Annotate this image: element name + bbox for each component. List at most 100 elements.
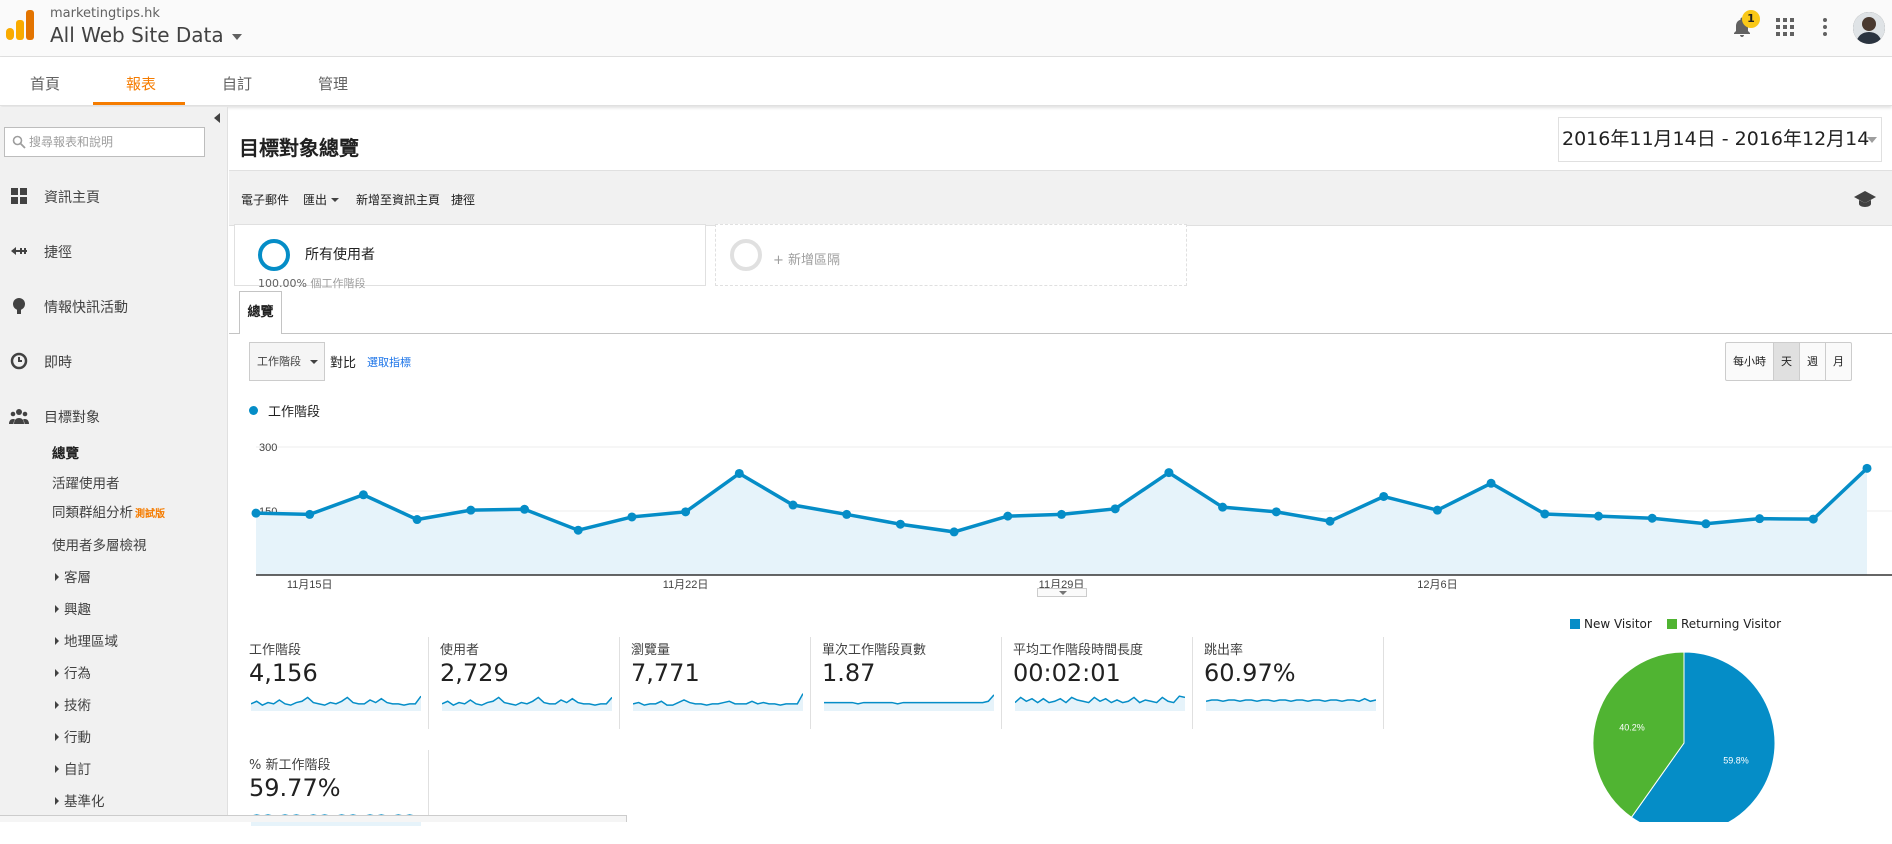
data-point[interactable] xyxy=(1379,491,1389,501)
sidebar-group-interests[interactable]: 興趣 xyxy=(55,598,91,618)
email-button[interactable]: 電子郵件 xyxy=(241,193,290,207)
account-domain: marketingtips.hk xyxy=(50,6,160,21)
data-point[interactable] xyxy=(627,512,637,522)
sidebar-item-dashboards[interactable]: 資訊主頁 xyxy=(0,184,228,208)
search-input[interactable]: 搜尋報表和說明 xyxy=(4,127,205,157)
data-point[interactable] xyxy=(1862,463,1872,473)
tab-customization[interactable]: 自訂 xyxy=(221,75,252,93)
google-analytics-logo[interactable] xyxy=(6,10,34,40)
data-point[interactable] xyxy=(466,505,476,515)
caret-down-icon xyxy=(1867,137,1877,143)
data-point[interactable] xyxy=(1486,478,1496,488)
sidebar-item-label: 資訊主頁 xyxy=(44,190,100,206)
data-point[interactable] xyxy=(520,504,529,514)
granularity-week[interactable]: 週 xyxy=(1800,343,1826,380)
data-point[interactable] xyxy=(1701,519,1711,529)
data-point[interactable] xyxy=(1325,516,1335,526)
tab-overview[interactable]: 總覽 xyxy=(239,291,282,334)
data-point[interactable] xyxy=(358,490,368,500)
pie-slice[interactable] xyxy=(1630,651,1776,822)
data-point[interactable] xyxy=(1271,507,1281,517)
stat-bounce-rate[interactable]: 跳出率 60.97% xyxy=(1204,639,1394,729)
sidebar-sub-overview[interactable]: 總覽 xyxy=(52,446,79,462)
data-point[interactable] xyxy=(1808,514,1818,524)
chart-resize-handle[interactable] xyxy=(1037,588,1087,597)
stat-users[interactable]: 使用者 2,729 xyxy=(440,639,630,729)
data-point[interactable] xyxy=(573,525,583,535)
data-point[interactable] xyxy=(412,515,422,525)
sidebar-item-label: 捷徑 xyxy=(44,245,72,261)
stat-divider xyxy=(619,637,620,729)
choose-metric-link[interactable]: 選取指標 xyxy=(367,356,411,369)
sidebar-item-intelligence[interactable]: 情報快訊活動 xyxy=(0,294,228,318)
segment-all-users[interactable]: 所有使用者 100.00% 個工作階段 xyxy=(234,224,706,290)
sidebar-sub-cohort[interactable]: 同類群組分析 測試版 xyxy=(52,501,165,521)
data-point[interactable] xyxy=(734,468,744,478)
sidebar-item-audience[interactable]: 目標對象 xyxy=(0,404,228,428)
sidebar-group-mobile[interactable]: 行動 xyxy=(55,726,91,746)
granularity-toggle: 每小時 天 週 月 xyxy=(1725,342,1852,381)
data-point[interactable] xyxy=(788,500,798,510)
stat-avg-session-duration[interactable]: 平均工作階段時間長度 00:02:01 xyxy=(1013,639,1203,729)
tab-reports[interactable]: 報表 xyxy=(125,75,156,93)
stat-new-sessions[interactable]: % 新工作階段 59.77% xyxy=(249,754,439,844)
collapse-sidebar-icon[interactable] xyxy=(214,113,220,123)
data-point[interactable] xyxy=(1432,505,1442,515)
data-point[interactable] xyxy=(1594,511,1603,521)
data-point[interactable] xyxy=(1218,502,1228,512)
date-range-picker[interactable]: 2016年11月14日 - 2016年12月14日 xyxy=(1558,117,1882,193)
sidebar-item-label: 目標對象 xyxy=(44,410,100,426)
data-point[interactable] xyxy=(1647,513,1657,523)
add-to-dashboard-button[interactable]: 新增至資訊主頁 xyxy=(356,193,441,207)
metric-dropdown-value: 工作階段 xyxy=(257,355,301,368)
sidebar-group-custom[interactable]: 自訂 xyxy=(55,758,91,778)
tab-admin[interactable]: 管理 xyxy=(317,75,348,93)
stat-value: 1.87 xyxy=(822,659,876,687)
stat-pageviews[interactable]: 瀏覽量 7,771 xyxy=(631,639,821,729)
sidebar-item-shortcuts[interactable]: 捷徑 xyxy=(0,239,228,263)
data-point[interactable] xyxy=(681,507,691,517)
sidebar-group-behavior[interactable]: 行為 xyxy=(55,662,91,682)
granularity-month[interactable]: 月 xyxy=(1833,355,1844,368)
data-point[interactable] xyxy=(949,527,959,537)
segment-ring-icon xyxy=(258,239,290,271)
more-vert-icon[interactable] xyxy=(1818,15,1832,39)
data-point[interactable] xyxy=(251,508,261,518)
data-point[interactable] xyxy=(1164,468,1174,478)
apps-grid-icon[interactable] xyxy=(1775,17,1795,37)
data-point[interactable] xyxy=(1540,509,1550,519)
property-selector[interactable]: All Web Site Data xyxy=(50,23,242,47)
shortcut-button[interactable]: 捷徑 xyxy=(451,193,476,207)
sidebar-group-benchmarking[interactable]: 基準化 xyxy=(55,790,105,810)
sidebar-sub-user-explorer[interactable]: 使用者多層檢視 xyxy=(52,538,147,554)
stat-pages-per-session[interactable]: 單次工作階段頁數 1.87 xyxy=(822,639,1012,729)
data-point[interactable] xyxy=(305,509,315,519)
data-point[interactable] xyxy=(1755,514,1765,524)
sidebar-group-demographics[interactable]: 客層 xyxy=(55,566,91,586)
tab-home[interactable]: 首頁 xyxy=(29,75,60,93)
sidebar-sub-active-users[interactable]: 活躍使用者 xyxy=(52,476,120,492)
graduation-cap-icon[interactable] xyxy=(1854,190,1876,208)
stat-sessions[interactable]: 工作階段 4,156 xyxy=(249,639,439,729)
sidebar-group-geo[interactable]: 地理區域 xyxy=(55,630,118,650)
metric-dropdown[interactable]: 工作階段 xyxy=(249,342,325,381)
granularity-hourly[interactable]: 每小時 xyxy=(1726,343,1774,380)
data-point[interactable] xyxy=(1057,509,1066,519)
horizontal-scrollbar[interactable] xyxy=(0,815,627,822)
tab-divider xyxy=(229,333,1892,334)
report-main: 目標對象總覽 2016年11月14日 - 2016年12月14日 電子郵件 匯出… xyxy=(229,107,1892,826)
granularity-day[interactable]: 天 xyxy=(1774,343,1800,380)
pie-legend-returning: Returning Visitor xyxy=(1667,617,1781,631)
sidebar-item-realtime[interactable]: 即時 xyxy=(0,349,228,373)
add-segment-button[interactable]: + 新增區隔 xyxy=(715,224,1187,286)
sidebar-group-technology[interactable]: 技術 xyxy=(55,694,91,714)
data-point[interactable] xyxy=(895,519,905,529)
data-point[interactable] xyxy=(842,509,852,519)
export-button[interactable]: 匯出 xyxy=(303,191,340,208)
stat-value: 60.97% xyxy=(1204,659,1296,687)
pie-slice[interactable] xyxy=(1592,651,1685,818)
avatar[interactable] xyxy=(1853,12,1885,44)
caret-down-icon xyxy=(331,198,340,202)
data-point[interactable] xyxy=(1003,511,1013,521)
data-point[interactable] xyxy=(1110,504,1120,514)
